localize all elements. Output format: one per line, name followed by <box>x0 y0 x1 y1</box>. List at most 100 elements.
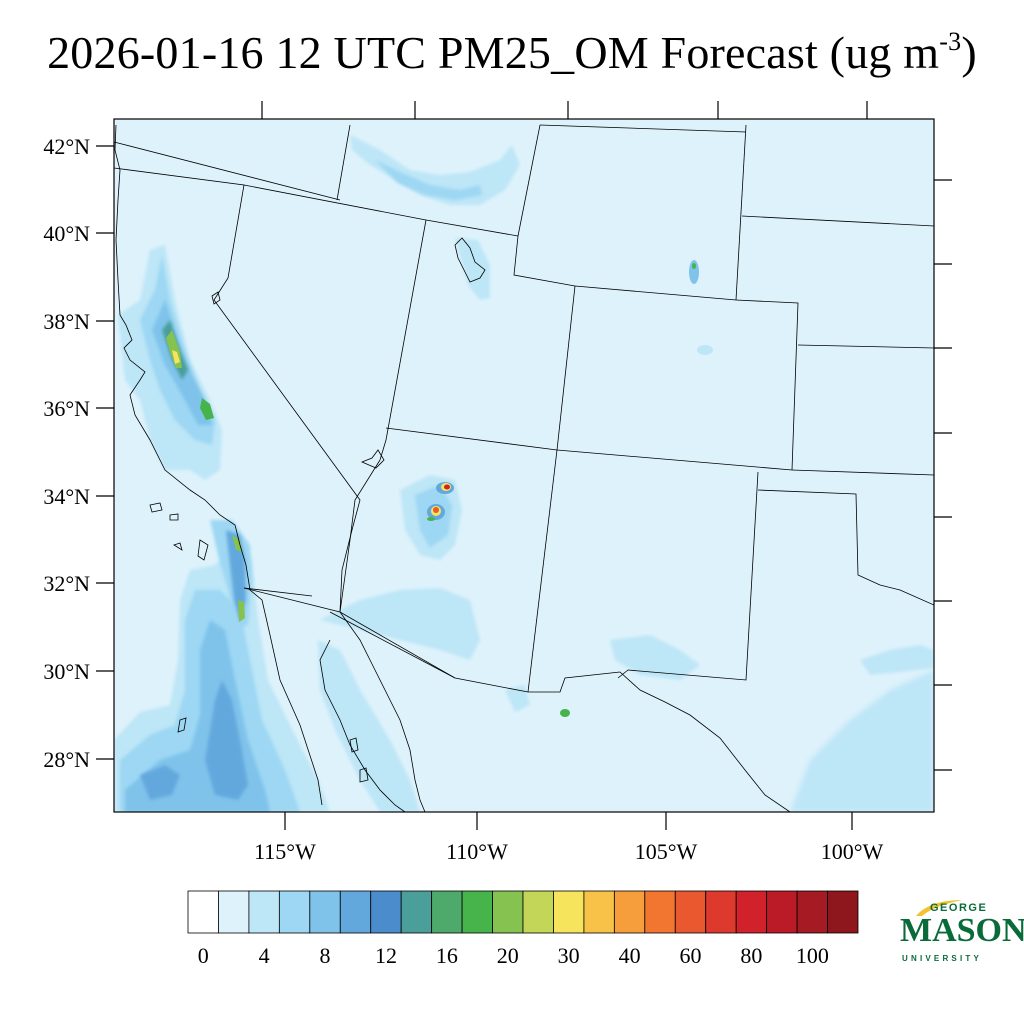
ca-nv-border <box>114 167 361 613</box>
wyoming-patch-green <box>692 263 696 269</box>
colorbar-label: 30 <box>558 943 580 968</box>
colorbar-label: 0 <box>198 943 209 968</box>
colorbar-swatch <box>370 890 402 934</box>
baja-east-coastline <box>319 639 406 812</box>
mt-wy-border <box>539 124 747 133</box>
colorbar-swatch <box>187 890 219 934</box>
rio-grande <box>619 671 791 812</box>
socal-level2 <box>226 530 246 622</box>
logo-line-university: UNIVERSITY <box>902 954 983 963</box>
lat-label-42: 42°N <box>43 134 90 159</box>
colorbar-swatch <box>583 890 615 934</box>
logo-line-mason: MASON <box>900 912 1024 949</box>
colorbar-label: 8 <box>320 943 331 968</box>
colorbar-swatch <box>735 890 768 934</box>
az-ca-border <box>339 459 381 613</box>
arizona-southeast <box>320 588 480 660</box>
colorbar-label: 4 <box>259 943 270 968</box>
colorbar <box>187 890 859 934</box>
lat-label-38: 38°N <box>43 309 90 334</box>
nm-tx-border <box>617 471 759 681</box>
chihuahua-hotspot <box>560 709 570 717</box>
fire-north-red <box>444 484 450 490</box>
colorbar-label: 80 <box>740 943 762 968</box>
lat-label-40: 40°N <box>43 221 90 246</box>
snake-river-level2 <box>375 160 482 200</box>
nm-patch <box>610 635 700 680</box>
texas-gulf-level1 <box>790 670 934 812</box>
lat-label-34: 34°N <box>43 484 90 509</box>
sierra-green-south <box>200 398 214 420</box>
colorbar-label: 100 <box>796 943 829 968</box>
ut-az-border <box>385 427 558 451</box>
lat-ticks-right <box>934 179 952 771</box>
socal-green1 <box>232 535 242 552</box>
lat-label-32: 32°N <box>43 571 90 596</box>
lon-ticks-top <box>261 101 868 119</box>
colorbar-swatch <box>431 890 463 934</box>
map-title: 2026-01-16 12 UTC PM25_OM Forecast (ug m… <box>47 26 977 78</box>
lat-label-30: 30°N <box>43 659 90 684</box>
wasatch-level1 <box>455 238 490 300</box>
id-ut-border <box>425 219 519 237</box>
colorbar-label: 12 <box>375 943 397 968</box>
colorbar-labels: 0 4 8 12 16 20 30 40 60 80 100 <box>198 943 829 968</box>
id-mt-border <box>336 124 351 201</box>
baja-band <box>318 640 420 812</box>
texas-east <box>860 645 934 675</box>
colorbar-label: 20 <box>497 943 519 968</box>
wy-co-border <box>574 285 737 301</box>
lat-label-28: 28°N <box>43 747 90 772</box>
george-mason-logo: GEORGE MASON UNIVERSITY <box>896 898 1024 970</box>
concentration-field <box>114 124 934 812</box>
colorbar-swatch <box>400 890 433 934</box>
co-ks-border <box>791 469 934 476</box>
baja-islands <box>177 717 369 783</box>
colorbar-swatch <box>613 890 646 934</box>
pacific-plume-level4 <box>205 680 248 800</box>
colorbar-swatch <box>553 890 585 934</box>
nv-or-id-border <box>243 184 427 221</box>
lat-labels: 42°N 40°N 38°N 36°N 34°N 32°N 30°N 28°N <box>43 134 90 772</box>
lon-label-115w: 115°W <box>254 839 316 864</box>
lon-label-100w: 100°W <box>821 839 884 864</box>
ok-panhandle <box>757 489 934 606</box>
lon-ticks-bottom <box>284 812 853 830</box>
or-id-border <box>114 141 341 201</box>
wy-sd-border <box>735 124 747 301</box>
lon-label-105w: 105°W <box>635 839 698 864</box>
logo-line-george: GEORGE <box>930 902 988 914</box>
channel-islands <box>149 502 209 561</box>
colorbar-swatch <box>705 890 737 934</box>
california-coastline <box>114 124 323 806</box>
colorado-patch <box>697 345 713 355</box>
pacific-plume-level4b <box>140 765 180 800</box>
colorbar-label: 60 <box>680 943 702 968</box>
colorbar-swatch <box>796 890 828 934</box>
sd-ne-border <box>741 215 934 227</box>
az-sonora-border <box>329 611 456 679</box>
map-frame <box>113 118 935 813</box>
colorbar-swatch <box>461 890 493 934</box>
lake-tahoe <box>211 291 221 305</box>
wyoming-patch <box>689 260 699 284</box>
fire-south-red <box>433 507 439 513</box>
id-wy-border <box>517 124 541 237</box>
fire-south-green <box>427 517 435 521</box>
colorbar-swatch <box>674 890 707 934</box>
ne-ks-border <box>797 344 934 349</box>
colorbar-swatch <box>522 890 554 934</box>
colorbar-swatch <box>644 890 676 934</box>
lat-label-36: 36°N <box>43 396 90 421</box>
sierra-yellow <box>172 350 180 364</box>
colorbar-swatch <box>218 890 250 934</box>
ut-co-border <box>556 285 576 451</box>
lake-mead <box>360 449 385 469</box>
lat-ticks-left <box>96 145 114 760</box>
nv-ut-border <box>379 219 427 461</box>
colorbar-swatch <box>766 890 798 934</box>
colorbar-swatch <box>309 890 341 934</box>
colorbar-swatch <box>492 890 524 934</box>
colorbar-label: 40 <box>619 943 641 968</box>
